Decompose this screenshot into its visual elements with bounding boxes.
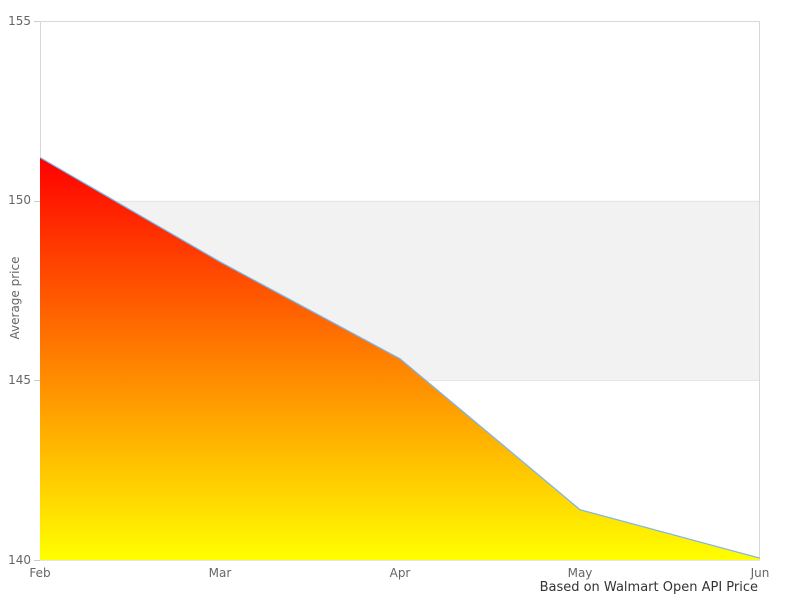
area-series[interactable] bbox=[40, 157, 760, 561]
x-tick-label: Mar bbox=[208, 566, 232, 580]
chart-caption: Based on Walmart Open API Price bbox=[539, 580, 758, 595]
x-tick-label: Apr bbox=[389, 566, 411, 580]
y-tick-label: 140 bbox=[8, 552, 31, 567]
y-axis-title: Average price bbox=[8, 256, 22, 340]
series-line[interactable] bbox=[39, 156, 761, 559]
y-tick-label: 145 bbox=[8, 372, 31, 387]
x-tick-label: Feb bbox=[29, 566, 51, 580]
y-tick-label: 155 bbox=[8, 13, 31, 28]
y-tick-label: 150 bbox=[8, 193, 31, 208]
x-tick-label: Jun bbox=[750, 566, 770, 580]
x-tick-label: May bbox=[567, 566, 593, 580]
